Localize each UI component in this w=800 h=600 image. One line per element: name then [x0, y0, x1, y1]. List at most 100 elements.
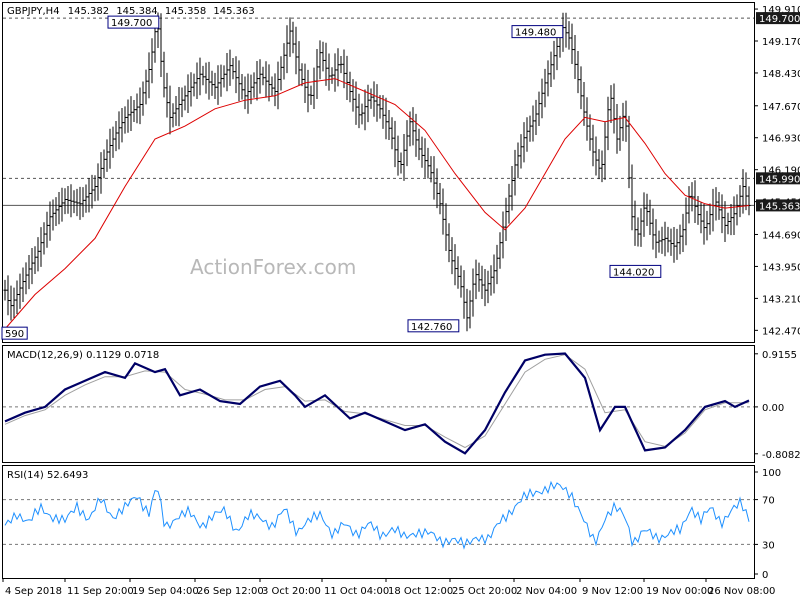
- watermark: ActionForex.com: [190, 255, 356, 279]
- ohlc-bar: [672, 226, 676, 263]
- ohlc-bar: [447, 223, 451, 263]
- ohlc-bar: [471, 268, 475, 317]
- price-tick-label: 149.910: [762, 5, 800, 16]
- ohlc-bar: [141, 81, 145, 116]
- ohlc-bar: [534, 99, 538, 136]
- ohlc-bar: [348, 71, 352, 103]
- ohlc-bar: [165, 72, 169, 118]
- ohlc-bar: [657, 230, 661, 253]
- ohlc-bar: [702, 203, 706, 245]
- ohlc-bar: [585, 97, 589, 141]
- moving-average-line: [4, 78, 750, 330]
- ohlc-bar: [681, 213, 685, 253]
- ohlc-bar: [258, 59, 262, 94]
- ohlc-bar: [486, 270, 490, 304]
- ohlc-bar: [291, 21, 295, 54]
- ohlc-bar: [642, 192, 646, 237]
- ohlc-bar: [144, 69, 148, 105]
- ohlc-bar: [345, 55, 349, 100]
- price-tick-label: 143.950: [762, 262, 800, 273]
- ohlc-bar: [138, 87, 142, 125]
- ohlc-close: 145.363: [213, 6, 254, 17]
- ohlc-bar: [624, 100, 628, 142]
- ohlc-bar: [219, 64, 223, 97]
- ohlc-bar: [384, 97, 388, 140]
- ohlc-bar: [615, 103, 619, 154]
- price-layer: 149.700 149.480 142.760 144.020 590: [1, 12, 754, 340]
- rsi-tick-label: 30: [762, 540, 775, 551]
- ohlc-bar: [462, 270, 466, 319]
- ohlc-bar: [255, 60, 259, 101]
- ohlc-bar: [492, 254, 496, 294]
- ohlc-bar: [105, 139, 109, 172]
- ohlc-bar: [54, 197, 58, 226]
- ohlc-bar: [33, 246, 37, 275]
- svg-text:145.363: 145.363: [759, 201, 800, 212]
- ohlc-bar: [81, 187, 85, 218]
- ohlc-bar: [723, 201, 727, 242]
- ohlc-bar: [297, 41, 301, 86]
- ohlc-bar: [27, 254, 31, 290]
- ohlc-bar: [441, 188, 445, 235]
- ohlc-bar: [333, 53, 337, 92]
- ohlc-bar: [186, 74, 190, 114]
- ohlc-bar: [390, 117, 394, 150]
- time-tick-label: 26 Sep 12:00: [197, 586, 264, 597]
- ohlc-bar: [645, 193, 649, 226]
- ohlc-bar: [12, 287, 16, 319]
- macd-tick-label: 0.00: [762, 403, 784, 414]
- ohlc-bar: [204, 62, 208, 94]
- ohlc-bar: [594, 136, 598, 176]
- svg-text:144.020: 144.020: [613, 267, 654, 278]
- ohlc-bar: [192, 73, 196, 97]
- price-tick-label: 143.210: [762, 294, 800, 305]
- ohlc-bar: [207, 61, 211, 100]
- ohlc-bar: [327, 53, 331, 91]
- ohlc-bar: [579, 66, 583, 110]
- ohlc-bar: [510, 166, 514, 211]
- ohlc-bar: [639, 208, 643, 247]
- ohlc-bar: [63, 188, 67, 215]
- ohlc-bar: [741, 169, 745, 214]
- ohlc-bar: [267, 64, 271, 102]
- ohlc-bar: [420, 136, 424, 168]
- ohlc-bar: [501, 211, 505, 259]
- ohlc-bar: [603, 121, 607, 180]
- swing-label: 149.480: [511, 25, 564, 39]
- ohlc-bar: [228, 49, 232, 86]
- price-tick-label: 146.190: [762, 166, 800, 177]
- ohlc-bar: [417, 128, 421, 161]
- ohlc-bar: [504, 197, 508, 241]
- rsi-tick-label: 0: [762, 570, 768, 581]
- ohlc-bar: [72, 190, 76, 214]
- ohlc-bar: [168, 85, 172, 135]
- ohlc-bar: [597, 149, 601, 180]
- ohlc-bar: [519, 134, 523, 169]
- ohlc-bar: [246, 73, 250, 114]
- price-tick-label: 149.170: [762, 37, 800, 48]
- ohlc-bar: [378, 95, 382, 119]
- rsi-panel-frame: [2, 465, 755, 579]
- ohlc-bar: [150, 38, 154, 84]
- ohlc-bar: [546, 60, 550, 97]
- time-tick-label: 2 Nov 04:00: [516, 586, 577, 597]
- ohlc-bar: [693, 180, 697, 224]
- ohlc-bar: [360, 103, 364, 125]
- swing-label: 590: [1, 326, 28, 340]
- svg-text:142.760: 142.760: [411, 322, 452, 333]
- ohlc-bar: [9, 285, 13, 321]
- ohlc-bar: [177, 86, 181, 127]
- ohlc-bar: [270, 76, 274, 97]
- ohlc-bar: [690, 182, 694, 212]
- ohlc-bar: [738, 185, 742, 218]
- ohlc-bar: [309, 85, 313, 105]
- ohlc-bar: [123, 106, 127, 134]
- ohlc-bar: [24, 262, 28, 295]
- ohlc-bar: [42, 222, 46, 255]
- rsi-line: [4, 480, 750, 550]
- ohlc-bar: [351, 79, 355, 112]
- ohlc-bar: [735, 194, 739, 226]
- ohlc-bar: [183, 85, 187, 111]
- ohlc-bar: [231, 57, 235, 80]
- ohlc-bar: [666, 226, 670, 253]
